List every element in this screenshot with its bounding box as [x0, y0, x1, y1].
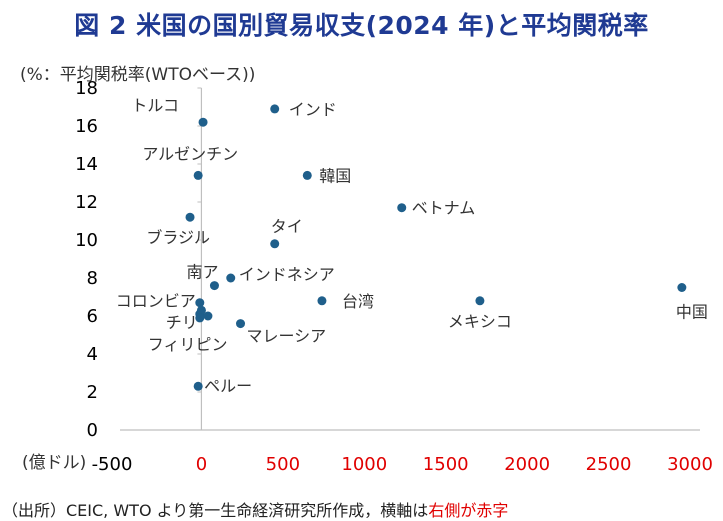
y-tick-label: 8 — [87, 268, 98, 289]
source-text: （出所）CEIC, WTO より第一生命経済研究所作成，横軸は — [2, 501, 429, 520]
data-point — [203, 311, 213, 321]
point-label: メキシコ — [448, 312, 512, 331]
data-point — [302, 170, 312, 180]
point-label: インドネシア — [239, 265, 335, 284]
y-tick-label: 6 — [87, 306, 98, 327]
data-point — [270, 239, 280, 249]
point-label: マレーシア — [247, 327, 327, 346]
point-label: アルゼンチン — [142, 144, 238, 163]
data-point — [475, 296, 485, 306]
y-tick-label: 0 — [87, 420, 98, 441]
data-point — [397, 203, 407, 213]
data-point — [236, 319, 246, 329]
data-point — [195, 298, 205, 308]
y-axis-label: (%：平均関税率(WTOベース)) — [20, 65, 256, 85]
y-tick-label: 10 — [75, 230, 98, 251]
point-label: 韓国 — [319, 166, 351, 185]
data-point — [193, 381, 203, 391]
point-label: ペルー — [204, 376, 252, 395]
data-point — [226, 273, 236, 283]
x-tick-label: 3000 — [667, 454, 713, 475]
point-label: ブラジル — [146, 228, 210, 247]
x-tick-label: -500 — [92, 454, 133, 475]
x-tick-label: 0 — [196, 454, 207, 475]
data-point — [317, 296, 327, 306]
y-tick-label: 16 — [75, 116, 98, 137]
x-axis-unit-label: (億ドル) — [22, 453, 86, 473]
point-label: タイ — [271, 217, 303, 236]
point-label: トルコ — [131, 96, 179, 115]
data-point — [185, 212, 195, 222]
y-tick-label: 4 — [87, 344, 98, 365]
y-tick-label: 18 — [75, 78, 98, 99]
y-tick-label: 2 — [87, 382, 98, 403]
chart-title: 図 2 米国の国別貿易収支(2024 年)と平均関税率 — [74, 11, 649, 40]
x-tick-label: 500 — [266, 454, 300, 475]
data-point — [196, 305, 206, 315]
data-point — [270, 104, 280, 114]
x-tick-label: 2000 — [504, 454, 550, 475]
data-point — [198, 117, 208, 127]
point-label: 中国 — [676, 303, 708, 322]
data-point — [195, 313, 205, 323]
x-tick-label: 1500 — [423, 454, 469, 475]
x-tick-label: 2500 — [586, 454, 632, 475]
point-label: インド — [289, 100, 337, 119]
point-label: フィリピン — [148, 335, 228, 354]
y-tick-label: 14 — [75, 154, 98, 175]
x-tick-label: 1000 — [341, 454, 387, 475]
data-point — [677, 283, 687, 292]
data-point — [193, 170, 203, 180]
point-label: チリ — [166, 313, 198, 332]
source-note: （出所）CEIC, WTO より第一生命経済研究所作成，横軸は右側が赤字 — [2, 497, 508, 521]
source-highlight: 右側が赤字 — [428, 501, 509, 520]
y-tick-label: 12 — [75, 192, 98, 213]
point-label: 南ア — [186, 263, 218, 282]
point-label: コロンビア — [116, 292, 196, 311]
point-label: 台湾 — [342, 292, 374, 311]
data-point — [209, 281, 219, 291]
point-label: ベトナム — [412, 199, 476, 218]
